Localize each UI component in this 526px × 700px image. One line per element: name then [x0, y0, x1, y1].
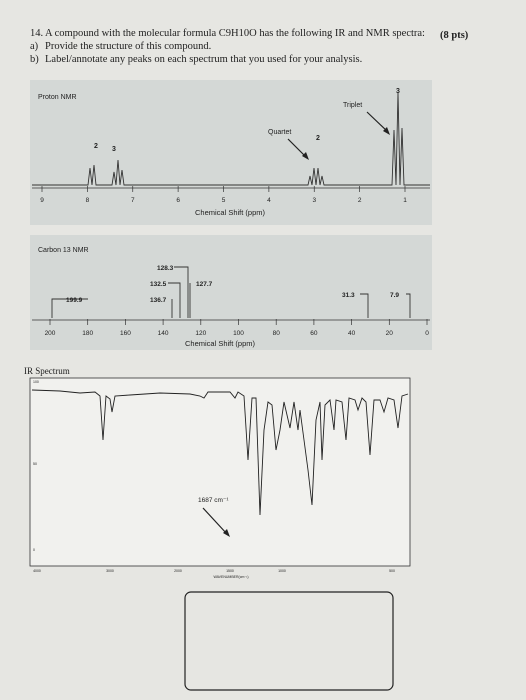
axis-label: Chemical Shift (ppm)	[195, 208, 266, 217]
axis-ticks: 200 180 160 140 120 100 80 60 40 20 0	[45, 319, 429, 337]
tick-label: 40	[348, 330, 356, 337]
tick-label: 1	[403, 197, 407, 204]
peak-label: 199.9	[66, 297, 83, 304]
tick-label: 500	[389, 569, 395, 573]
tick-label: 4	[267, 197, 271, 204]
integration: 3	[112, 146, 116, 153]
integration: 3	[396, 88, 400, 95]
arrow-head	[383, 127, 390, 135]
tick-label: 4000	[33, 569, 41, 573]
proton-panel	[30, 80, 432, 225]
tick-label: 1000	[278, 569, 286, 573]
carbon-title: Carbon 13 NMR	[38, 247, 89, 254]
integration: 2	[316, 135, 320, 142]
arrow-head	[223, 529, 230, 537]
tick-label: 50	[33, 462, 37, 466]
tick-label: 3	[312, 197, 316, 204]
axis-label: WAVENUMBER(cm⁻¹)	[213, 575, 248, 579]
tick-label: 140	[158, 330, 169, 337]
ir-annotation: 1687 cm⁻¹	[198, 497, 229, 504]
tick-label: 9	[40, 197, 44, 204]
tick-label: 0	[425, 330, 429, 337]
proton-title: Proton NMR	[38, 94, 77, 101]
integration: 2	[94, 143, 98, 150]
annotation: Quartet	[268, 129, 291, 136]
tick-label: 200	[45, 330, 56, 337]
peak-label: 31.3	[342, 292, 355, 299]
ir-title: IR Spectrum	[24, 366, 70, 376]
carbon-panel	[30, 235, 432, 350]
tick-label: 120	[195, 330, 206, 337]
answer-box	[184, 591, 394, 691]
peak-label: 7.9	[390, 292, 399, 299]
tick-label: 160	[120, 330, 131, 337]
carbon-spectrum	[51, 266, 411, 318]
ir-frame	[29, 377, 411, 567]
question-number: 14.	[30, 28, 43, 39]
tick-label: 100	[33, 380, 39, 384]
arrow-head	[302, 152, 309, 160]
arrow	[287, 138, 307, 158]
part-text: Label/annotate any peaks on each spectru…	[45, 54, 362, 65]
arrow	[202, 507, 228, 535]
arrow	[366, 111, 389, 133]
tick-label: 1500	[226, 569, 234, 573]
question-points: (8 pts)	[440, 30, 469, 41]
part-label: b)	[30, 54, 39, 65]
tick-label: 5	[222, 197, 226, 204]
peak-label: 127.7	[196, 281, 213, 288]
peak-label: 128.3	[157, 265, 174, 272]
axis-ticks: 9 8 7 6 5 4 3 2 1	[40, 186, 407, 204]
tick-label: 180	[82, 330, 93, 337]
tick-label: 100	[233, 330, 244, 337]
tick-label: 8	[86, 197, 90, 204]
tick-label: 2	[358, 197, 362, 204]
tick-label: 7	[131, 197, 135, 204]
peak-label: 136.7	[150, 297, 167, 304]
tick-label: 3000	[106, 569, 114, 573]
tick-label: 20	[386, 330, 394, 337]
peak-label: 132.5	[150, 281, 167, 288]
question-text: A compound with the molecular formula C9…	[45, 28, 425, 39]
tick-label: 2000	[174, 569, 182, 573]
tick-label: 80	[273, 330, 281, 337]
ir-spectrum	[31, 389, 409, 516]
part-text: Provide the structure of this compound.	[45, 41, 211, 52]
tick-label: 60	[310, 330, 318, 337]
proton-spectrum	[32, 91, 430, 186]
annotation: Triplet	[343, 102, 362, 109]
tick-label: 6	[176, 197, 180, 204]
axis-label: Chemical Shift (ppm)	[185, 339, 256, 348]
tick-label: 0	[33, 548, 35, 552]
part-label: a)	[30, 41, 39, 52]
